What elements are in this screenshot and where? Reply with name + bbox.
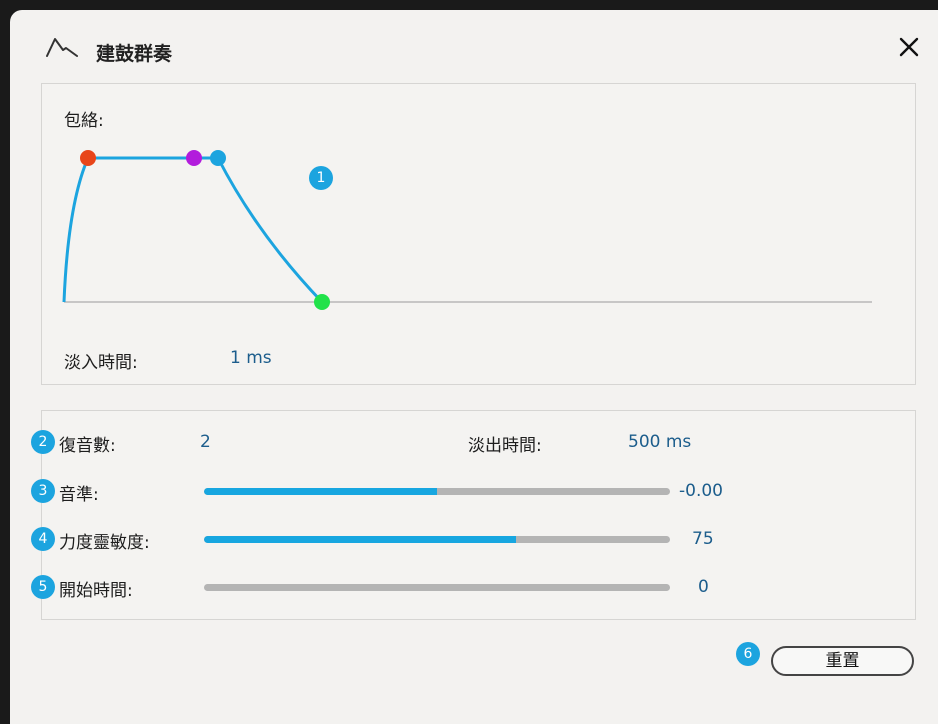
badge-5: 5 — [31, 575, 55, 599]
envelope-label: 包絡: — [64, 111, 104, 131]
badge-2: 2 — [31, 430, 55, 454]
title-bar: 建鼓群奏 — [10, 10, 938, 80]
badge-3: 3 — [31, 479, 55, 503]
release-point — [314, 294, 330, 310]
voices-value[interactable]: 2 — [200, 432, 211, 452]
badge-6: 6 — [736, 642, 760, 666]
fade-out-value[interactable]: 500 ms — [628, 432, 692, 452]
pitch-value[interactable]: -0.00 — [679, 481, 723, 501]
decay-point — [210, 150, 226, 166]
dialog-title: 建鼓群奏 — [96, 43, 173, 65]
hold-point — [186, 150, 202, 166]
reset-button[interactable]: 重置 — [771, 646, 914, 676]
close-icon[interactable] — [898, 36, 920, 58]
envelope-curve — [62, 156, 324, 304]
attack-point — [80, 150, 96, 166]
velocity-value[interactable]: 75 — [692, 529, 714, 549]
voices-label: 復音數: — [59, 436, 116, 456]
badge-1: 1 — [309, 166, 333, 190]
velocity-slider-fill — [204, 536, 517, 543]
fade-out-label: 淡出時間: — [468, 436, 542, 456]
velocity-slider[interactable] — [204, 536, 670, 543]
fade-in-label: 淡入時間: — [64, 353, 138, 373]
pitch-slider[interactable] — [204, 488, 670, 495]
start-time-label: 開始時間: — [59, 581, 133, 601]
pitch-label: 音準: — [59, 485, 99, 505]
pitch-slider-fill — [204, 488, 437, 495]
params-panel: 2 復音數: 2 淡出時間: 500 ms 3 音準: -0.00 4 力度靈敏… — [31, 410, 916, 620]
fade-in-value[interactable]: 1 ms — [230, 348, 272, 368]
envelope-graph[interactable] — [42, 84, 914, 384]
envelope-wave-icon — [46, 38, 78, 57]
velocity-label: 力度靈敏度: — [59, 533, 150, 553]
start-time-value[interactable]: 0 — [698, 577, 709, 597]
start-time-slider[interactable] — [204, 584, 670, 591]
dialog-window: 建鼓群奏 包絡: 1 淡入時間: 1 ms 2 復音數: 2 淡出時間: 500… — [10, 10, 938, 724]
badge-4: 4 — [31, 527, 55, 551]
envelope-panel: 包絡: 1 淡入時間: 1 ms — [41, 83, 916, 385]
